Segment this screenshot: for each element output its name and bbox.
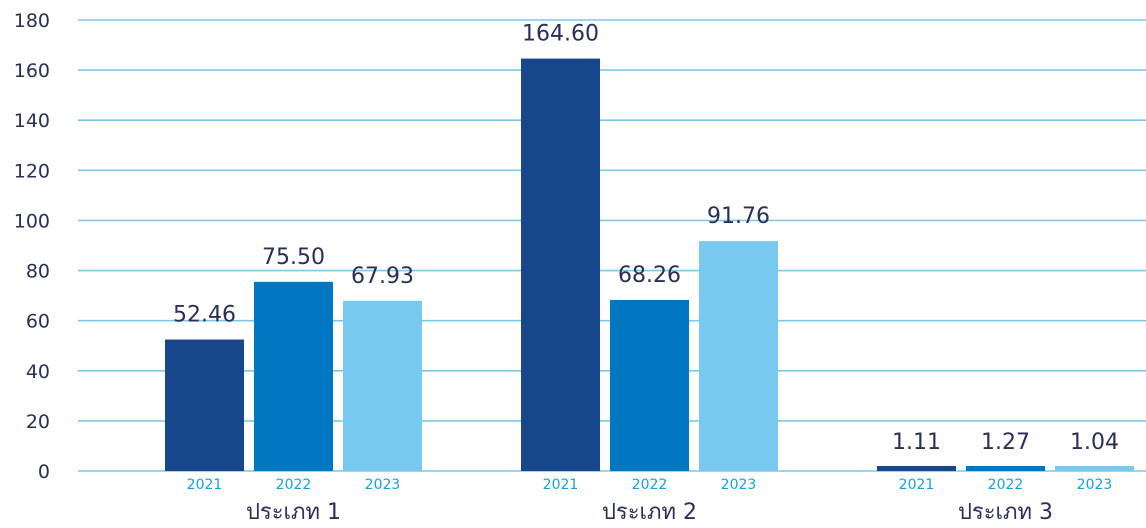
y-axis: 0 20 40 60 80 100 120 140 160 180: [14, 10, 50, 483]
value-labels: 52.46 75.50 67.93 164.60 68.26 91.76 1.11 1.27 1…: [173, 22, 1119, 455]
x-tick-label-year: 2023: [721, 477, 757, 493]
category-label: ประเภท 2: [602, 500, 697, 525]
bar-2022: [254, 281, 333, 471]
y-tick-label: 20: [26, 411, 50, 433]
bar-2023: [343, 300, 422, 471]
data-label: 1.27: [981, 430, 1030, 455]
category-label: ประเภท 3: [958, 500, 1053, 525]
bar-2021: [521, 58, 600, 471]
x-tick-label-year: 2022: [276, 477, 312, 493]
bar-2023: [699, 241, 778, 471]
x-tick-label-year: 2021: [899, 477, 935, 493]
data-label: 75.50: [262, 245, 325, 270]
bar-2021: [165, 339, 244, 471]
data-label: 68.26: [618, 263, 681, 288]
y-tick-label: 160: [14, 60, 50, 82]
bar-2021: [877, 466, 956, 471]
y-tick-label: 180: [14, 10, 50, 32]
data-label: 1.11: [892, 430, 941, 455]
data-label: 164.60: [522, 22, 599, 47]
x-tick-label-year: 2023: [1077, 477, 1113, 493]
y-tick-label: 140: [14, 110, 50, 132]
bar-2022: [610, 299, 689, 471]
x-axis: 2021 2022 2023 ประเภท 1 2021 2022 2023 ประเภท 2…: [187, 477, 1113, 525]
y-tick-label: 80: [26, 261, 50, 283]
bars: [165, 58, 1134, 471]
y-tick-label: 40: [26, 361, 50, 383]
x-tick-label-year: 2023: [365, 477, 401, 493]
x-tick-label-year: 2022: [632, 477, 668, 493]
bar-2023: [1055, 466, 1134, 471]
data-label: 67.93: [351, 264, 414, 289]
bar-2022: [966, 466, 1045, 471]
y-tick-label: 60: [26, 311, 50, 333]
x-tick-label-year: 2021: [543, 477, 579, 493]
data-label: 91.76: [707, 204, 770, 229]
x-tick-label-year: 2022: [988, 477, 1024, 493]
category-label: ประเภท 1: [246, 500, 341, 525]
x-tick-label-year: 2021: [187, 477, 223, 493]
data-label: 1.04: [1070, 430, 1119, 455]
y-tick-label: 100: [14, 210, 50, 232]
y-tick-label: 0: [38, 461, 50, 483]
y-tick-label: 120: [14, 160, 50, 182]
data-label: 52.46: [173, 303, 236, 328]
